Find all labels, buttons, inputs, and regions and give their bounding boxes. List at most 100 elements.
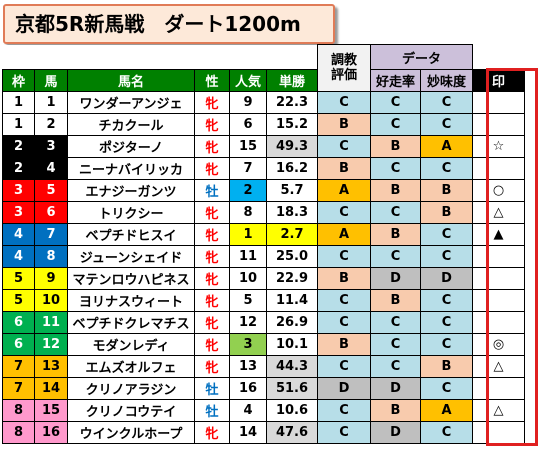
kotekiritsu-cell: B	[370, 223, 421, 246]
waku-cell: 1	[2, 91, 35, 114]
shirushi-cell: ☆	[472, 135, 525, 158]
ninki-cell: 12	[229, 311, 267, 334]
sex-cell: 牝	[194, 223, 230, 246]
myomido-cell: C	[420, 245, 473, 268]
ninki-cell: 10	[229, 267, 267, 290]
shirushi-cell: △	[472, 355, 525, 378]
horse-name-cell: チカクール	[67, 113, 195, 136]
waku-cell: 2	[2, 157, 35, 180]
chokyo-eval-cell: C	[317, 355, 371, 378]
kotekiritsu-cell: C	[370, 333, 421, 356]
uma-cell: 3	[34, 135, 68, 158]
horse-name-cell: クリノアラジン	[67, 377, 195, 400]
shirushi-cell	[472, 289, 525, 312]
ninki-cell: 9	[229, 91, 267, 114]
chokyo-eval-cell: A	[317, 179, 371, 202]
chokyo-eval-cell: C	[317, 289, 371, 312]
myomido-cell: C	[420, 223, 473, 246]
uma-cell: 8	[34, 245, 68, 268]
uma-cell: 16	[34, 421, 68, 444]
chokyo-eval-cell: B	[317, 267, 371, 290]
waku-cell: 6	[2, 333, 35, 356]
waku-cell: 3	[2, 201, 35, 224]
ninki-cell: 5	[229, 289, 267, 312]
kotekiritsu-cell: C	[370, 245, 421, 268]
odds-cell: 10.6	[266, 399, 318, 422]
chokyo-eval-cell: A	[317, 223, 371, 246]
myomido-cell: D	[420, 267, 473, 290]
kotekiritsu-cell: B	[370, 399, 421, 422]
shirushi-cell: △	[472, 201, 525, 224]
odds-cell: 47.6	[266, 421, 318, 444]
sex-cell: 牡	[194, 377, 230, 400]
myomido-cell: B	[420, 355, 473, 378]
table-row: 6 12 モダンレディ牝 3 10.1 B C C ◎	[2, 333, 525, 356]
table-row: 1 1 ワンダーアンジェ牝 9 22.3 C C C	[2, 91, 525, 114]
ninki-cell: 15	[229, 135, 267, 158]
chokyo-eval-cell: C	[317, 201, 371, 224]
sex-cell: 牝	[194, 421, 230, 444]
waku-cell: 5	[2, 267, 35, 290]
ninki-cell: 8	[229, 201, 267, 224]
table-row: 4 8 ジューンシェイド牝 11 25.0 C C C	[2, 245, 525, 268]
horse-name-cell: モダンレディ	[67, 333, 195, 356]
sex-cell: 牝	[194, 267, 230, 290]
table-row: 7 14 クリノアラジン牡 16 51.6 D D C	[2, 377, 525, 400]
horse-name-cell: マテンロウハピネス	[67, 267, 195, 290]
header-data-group: データ	[370, 44, 473, 70]
chokyo-eval-cell: C	[317, 421, 371, 444]
waku-cell: 5	[2, 289, 35, 312]
table-row: 1 2 チカクール牝 6 15.2 B C C	[2, 113, 525, 136]
header-row-main: 枠 馬 馬名 性 人気 単勝 好走率 妙味度 印	[2, 69, 525, 92]
sex-cell: 牝	[194, 157, 230, 180]
odds-cell: 15.2	[266, 113, 318, 136]
header-row-top: 調教 評価 データ	[2, 44, 525, 92]
sex-cell: 牝	[194, 91, 230, 114]
myomido-cell: A	[420, 399, 473, 422]
kotekiritsu-cell: D	[370, 267, 421, 290]
odds-cell: 10.1	[266, 333, 318, 356]
shirushi-cell	[472, 421, 525, 444]
chokyo-eval-cell: C	[317, 91, 371, 114]
ninki-cell: 16	[229, 377, 267, 400]
table-row: 5 10 ヨリナスウィート牝 5 11.4 C B C	[2, 289, 525, 312]
chokyo-eval-cell: C	[317, 245, 371, 268]
odds-cell: 11.4	[266, 289, 318, 312]
sex-cell: 牝	[194, 355, 230, 378]
sex-cell: 牝	[194, 289, 230, 312]
myomido-cell: B	[420, 201, 473, 224]
table-row: 3 5 エナジーガンツ牡 2 5.7 A B B ○	[2, 179, 525, 202]
shirushi-cell	[472, 377, 525, 400]
sex-cell: 牝	[194, 311, 230, 334]
kotekiritsu-cell: C	[370, 201, 421, 224]
kotekiritsu-cell: C	[370, 355, 421, 378]
myomido-cell: C	[420, 421, 473, 444]
waku-cell: 6	[2, 311, 35, 334]
ninki-cell: 6	[229, 113, 267, 136]
chokyo-eval-cell: C	[317, 311, 371, 334]
race-table: 調教 評価 データ 枠 馬 馬名 性 人気 単勝 好走率 妙味度 印 1 1 ワンダー…	[2, 44, 525, 444]
shirushi-cell: △	[472, 399, 525, 422]
waku-cell: 4	[2, 245, 35, 268]
sex-cell: 牝	[194, 113, 230, 136]
odds-cell: 25.0	[266, 245, 318, 268]
waku-cell: 7	[2, 355, 35, 378]
uma-cell: 13	[34, 355, 68, 378]
waku-cell: 7	[2, 377, 35, 400]
header-tansho: 単勝	[266, 69, 318, 92]
header-uma: 馬	[34, 69, 68, 92]
shirushi-cell	[472, 157, 525, 180]
uma-cell: 2	[34, 113, 68, 136]
horse-name-cell: ニーナバイリッカ	[67, 157, 195, 180]
horse-name-cell: エナジーガンツ	[67, 179, 195, 202]
odds-cell: 22.3	[266, 91, 318, 114]
race-title: 京都5R新馬戦 ダート1200m	[3, 4, 335, 44]
horse-name-cell: トリクシー	[67, 201, 195, 224]
header-shirushi: 印	[472, 69, 525, 92]
shirushi-cell	[472, 267, 525, 290]
waku-cell: 8	[2, 421, 35, 444]
ninki-cell: 11	[229, 245, 267, 268]
ninki-cell: 13	[229, 355, 267, 378]
odds-cell: 2.7	[266, 223, 318, 246]
myomido-cell: C	[420, 113, 473, 136]
